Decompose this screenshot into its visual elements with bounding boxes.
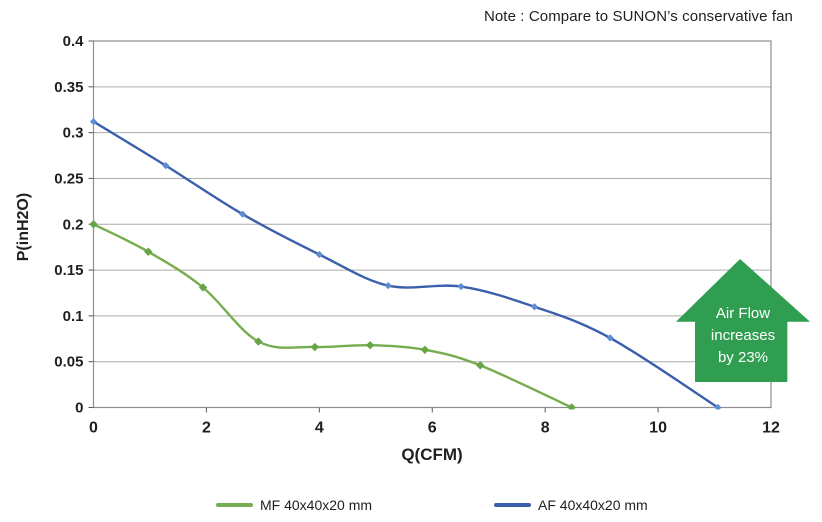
y-tick-labels: 0 0.05 0.1 0.15 0.2 0.25 0.3 0.35 0.4	[54, 33, 84, 417]
legend-label-af: AF 40x40x20 mm	[538, 497, 648, 513]
series-af	[89, 118, 722, 410]
legend-item-af: AF 40x40x20 mm	[494, 497, 648, 513]
svg-text:0.1: 0.1	[63, 308, 84, 325]
svg-text:8: 8	[541, 420, 550, 437]
annotation-line: by 23%	[717, 349, 769, 366]
series-mf	[89, 220, 576, 410]
annotation-line: Air Flow	[715, 305, 771, 322]
svg-text:0.05: 0.05	[54, 354, 83, 371]
legend-label-mf: MF 40x40x20 mm	[260, 497, 373, 513]
svg-text:0.4: 0.4	[63, 33, 85, 50]
x-tick-labels: 0 2 4 6 8 10 12	[89, 420, 780, 437]
annotation-text: Air Flow increases by 23%	[676, 259, 810, 369]
gridlines	[93, 40, 771, 363]
legend-swatch-af-icon	[494, 503, 531, 507]
svg-text:0.3: 0.3	[63, 125, 84, 142]
svg-text:0: 0	[75, 400, 83, 417]
svg-text:0.2: 0.2	[63, 216, 84, 233]
note-text: Note : Compare to SUNON’s conservative f…	[483, 8, 793, 25]
svg-text:0.15: 0.15	[54, 262, 83, 279]
svg-text:12: 12	[762, 420, 780, 437]
svg-text:0.35: 0.35	[54, 79, 83, 96]
svg-text:10: 10	[649, 420, 667, 437]
legend-item-mf: MF 40x40x20 mm	[216, 497, 372, 513]
svg-text:6: 6	[428, 420, 437, 437]
y-axis-title: P(inH2O)	[15, 192, 32, 262]
annotation-line: increases	[710, 327, 776, 344]
axis-ticks	[88, 40, 659, 413]
svg-text:4: 4	[315, 420, 324, 437]
svg-text:2: 2	[202, 420, 211, 437]
svg-text:0: 0	[89, 420, 98, 437]
svg-text:0.25: 0.25	[54, 170, 83, 187]
legend-swatch-mf-icon	[216, 503, 253, 507]
x-axis-title: Q(CFM)	[401, 445, 463, 464]
